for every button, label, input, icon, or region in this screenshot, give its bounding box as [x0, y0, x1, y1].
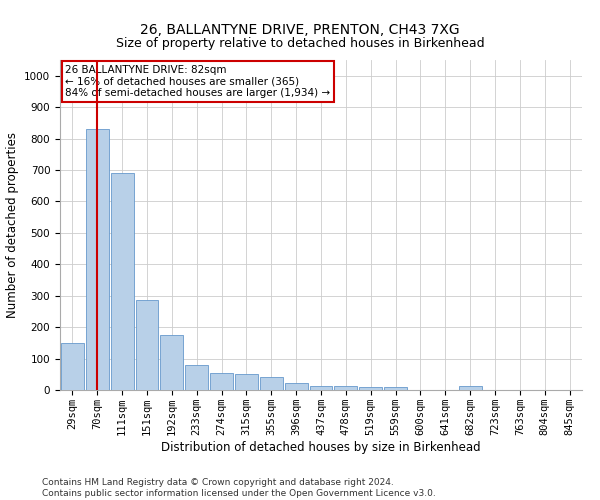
- Bar: [111, 173, 134, 390]
- Bar: [136, 300, 158, 390]
- Bar: [285, 383, 308, 390]
- Bar: [235, 374, 258, 390]
- Bar: [384, 387, 407, 390]
- Bar: [459, 386, 482, 390]
- Bar: [310, 386, 332, 390]
- Bar: [210, 372, 233, 390]
- Y-axis label: Number of detached properties: Number of detached properties: [5, 132, 19, 318]
- Bar: [160, 335, 183, 390]
- Text: Contains HM Land Registry data © Crown copyright and database right 2024.
Contai: Contains HM Land Registry data © Crown c…: [42, 478, 436, 498]
- Bar: [86, 129, 109, 390]
- Bar: [260, 377, 283, 390]
- Bar: [185, 365, 208, 390]
- X-axis label: Distribution of detached houses by size in Birkenhead: Distribution of detached houses by size …: [161, 440, 481, 454]
- Text: 26 BALLANTYNE DRIVE: 82sqm
← 16% of detached houses are smaller (365)
84% of sem: 26 BALLANTYNE DRIVE: 82sqm ← 16% of deta…: [65, 65, 331, 98]
- Text: Size of property relative to detached houses in Birkenhead: Size of property relative to detached ho…: [116, 38, 484, 51]
- Text: 26, BALLANTYNE DRIVE, PRENTON, CH43 7XG: 26, BALLANTYNE DRIVE, PRENTON, CH43 7XG: [140, 22, 460, 36]
- Bar: [359, 387, 382, 390]
- Bar: [334, 386, 357, 390]
- Bar: [61, 343, 84, 390]
